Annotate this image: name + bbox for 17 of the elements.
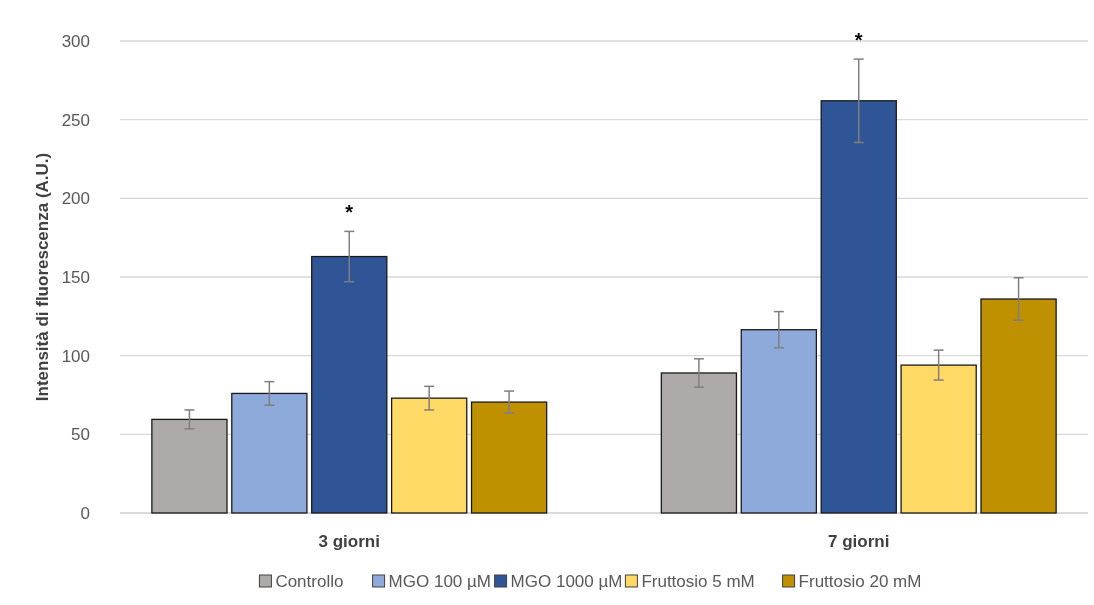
y-tick-label: 50	[71, 425, 90, 445]
y-tick-label: 300	[61, 31, 90, 51]
y-tick-label: 250	[61, 110, 90, 130]
x-tick-label: 7 giorni	[828, 532, 890, 551]
legend-label: Fruttosio 5 mM	[641, 572, 755, 591]
x-tick-label: 3 giorni	[318, 532, 380, 551]
annotation: *	[854, 29, 863, 52]
y-tick-label: 150	[61, 267, 90, 287]
annotation: *	[345, 201, 354, 224]
y-axis-title: Intensità di fluorescenza (A.U.)	[33, 152, 52, 402]
legend-label: Controllo	[275, 572, 344, 591]
legend-label: MGO 1000 µM	[510, 572, 623, 591]
y-tick-label: 200	[61, 189, 90, 209]
y-tick-label: 100	[61, 346, 90, 366]
y-tick-label: 0	[80, 503, 90, 523]
legend-label: Fruttosio 20 mM	[798, 572, 922, 591]
legend-label: MGO 100 µM	[388, 572, 491, 591]
